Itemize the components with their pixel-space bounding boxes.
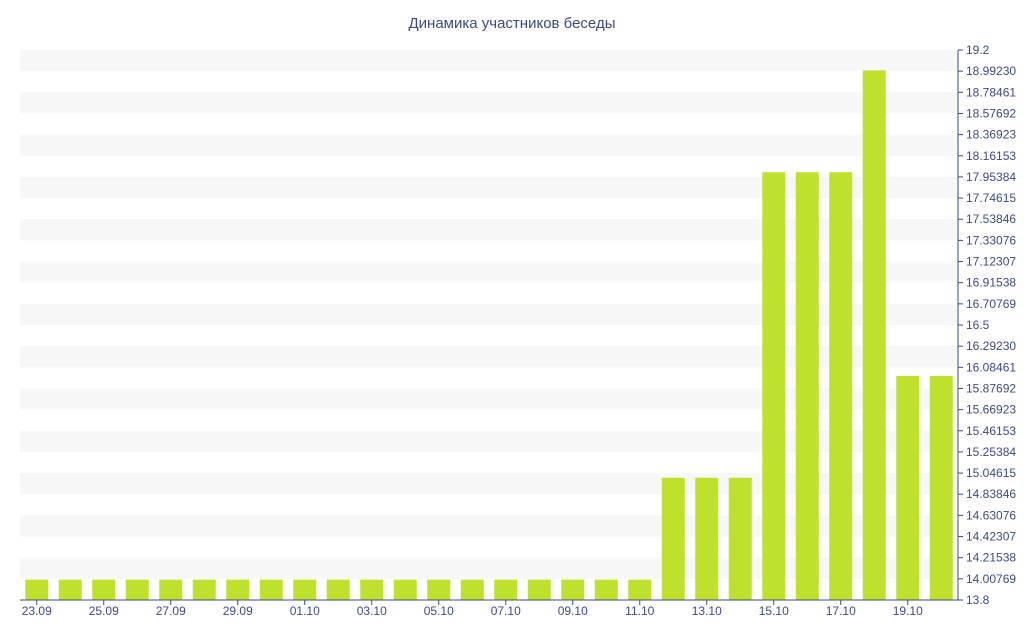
bar-14.10 bbox=[728, 477, 752, 600]
bar-26.09 bbox=[125, 579, 149, 600]
y-tick-label: 15.04615 bbox=[966, 466, 1016, 480]
bar-24.09 bbox=[58, 579, 82, 600]
y-tick-label: 14.83846 bbox=[966, 487, 1016, 501]
y-tick-label: 17.12307 bbox=[966, 255, 1016, 269]
bar-02.10 bbox=[326, 579, 350, 600]
bar-28.09 bbox=[192, 579, 216, 600]
x-tick-label: 17.10 bbox=[826, 604, 856, 618]
grid-band bbox=[20, 50, 958, 72]
y-tick-label: 15.25384 bbox=[966, 445, 1016, 459]
bar-25.09 bbox=[92, 579, 116, 600]
bar-16.10 bbox=[795, 172, 819, 600]
grid-band bbox=[20, 346, 958, 368]
y-tick-label: 13.8 bbox=[966, 593, 990, 607]
y-tick-label: 19.2 bbox=[966, 43, 990, 57]
grid-band bbox=[20, 557, 958, 579]
y-tick-label: 14.42307 bbox=[966, 530, 1016, 544]
x-tick-label: 19.10 bbox=[893, 604, 923, 618]
y-tick-label: 14.63076 bbox=[966, 508, 1016, 522]
y-tick-label: 17.33076 bbox=[966, 233, 1016, 247]
grid-band bbox=[20, 176, 958, 199]
y-tick-label: 15.87692 bbox=[966, 381, 1016, 395]
y-tick-label: 14.21538 bbox=[966, 551, 1016, 565]
bar-01.10 bbox=[293, 579, 317, 600]
bar-13.10 bbox=[695, 477, 719, 600]
bar-05.10 bbox=[427, 579, 451, 600]
x-tick-label: 05.10 bbox=[424, 604, 454, 618]
x-tick-label: 01.10 bbox=[290, 604, 320, 618]
y-tick-label: 18.57692 bbox=[966, 106, 1016, 120]
x-axis-ticks: 23.09 25.09 27.09 29.09 01.10 03.10 05.10 07.10… bbox=[22, 600, 923, 618]
bar-06.10 bbox=[460, 579, 484, 600]
grid-bands bbox=[20, 50, 958, 579]
bar-10.10 bbox=[594, 579, 618, 600]
y-tick-label: 16.08461 bbox=[966, 360, 1016, 374]
x-tick-label: 15.10 bbox=[759, 604, 789, 618]
bar-19.10 bbox=[896, 375, 920, 600]
bar-23.09 bbox=[25, 579, 49, 600]
bar-08.10 bbox=[527, 579, 551, 600]
y-tick-label: 16.5 bbox=[966, 318, 990, 332]
y-tick-label: 16.91538 bbox=[966, 276, 1016, 290]
bar-07.10 bbox=[494, 579, 518, 600]
bar-12.10 bbox=[661, 477, 685, 600]
x-tick-label: 03.10 bbox=[357, 604, 387, 618]
y-tick-label: 18.99230 bbox=[966, 64, 1016, 78]
y-tick-label: 16.29230 bbox=[966, 339, 1016, 353]
bar-09.10 bbox=[561, 579, 585, 600]
grid-band bbox=[20, 388, 958, 410]
x-tick-label: 11.10 bbox=[625, 604, 654, 618]
y-tick-label: 18.36923 bbox=[966, 128, 1016, 142]
y-tick-label: 18.78461 bbox=[966, 85, 1016, 99]
y-tick-label: 17.74615 bbox=[966, 191, 1016, 205]
y-tick-label: 18.16153 bbox=[966, 149, 1016, 163]
bar-15.10 bbox=[762, 172, 786, 600]
y-tick-label: 17.53846 bbox=[966, 212, 1016, 226]
bar-29.09 bbox=[226, 579, 250, 600]
bar-11.10 bbox=[628, 579, 652, 600]
bar-04.10 bbox=[393, 579, 417, 600]
grid-band bbox=[20, 134, 958, 156]
bar-27.09 bbox=[159, 579, 183, 600]
x-tick-label: 27.09 bbox=[156, 604, 186, 618]
grid-band bbox=[20, 515, 958, 537]
grid-band bbox=[20, 219, 958, 241]
x-tick-label: 29.09 bbox=[223, 604, 253, 618]
grid-band bbox=[20, 261, 958, 283]
bar-30.09 bbox=[259, 579, 283, 600]
bar-20.10 bbox=[929, 375, 953, 600]
chart-title: Динамика участников беседы bbox=[409, 15, 616, 32]
y-tick-label: 14.00769 bbox=[966, 572, 1016, 586]
grid-band bbox=[20, 473, 958, 495]
grid-band bbox=[20, 92, 958, 114]
bar-18.10 bbox=[862, 70, 886, 601]
x-tick-label: 25.09 bbox=[89, 604, 119, 618]
bars bbox=[25, 70, 953, 601]
bar-03.10 bbox=[360, 579, 384, 600]
x-tick-label: 13.10 bbox=[692, 604, 722, 618]
y-tick-label: 16.70769 bbox=[966, 297, 1016, 311]
x-tick-label: 07.10 bbox=[491, 604, 521, 618]
grid-band bbox=[20, 430, 958, 452]
grid-band bbox=[20, 303, 958, 325]
y-axis-ticks: 19.2 18.99230 18.78461 18.57692 18.36923 18.1… bbox=[958, 43, 1016, 607]
y-tick-label: 17.95384 bbox=[966, 170, 1016, 184]
x-tick-label: 09.10 bbox=[558, 604, 588, 618]
y-tick-label: 15.46153 bbox=[966, 424, 1016, 438]
bar-17.10 bbox=[829, 172, 853, 600]
y-tick-label: 15.66923 bbox=[966, 403, 1016, 417]
x-tick-label: 23.09 bbox=[22, 604, 52, 618]
